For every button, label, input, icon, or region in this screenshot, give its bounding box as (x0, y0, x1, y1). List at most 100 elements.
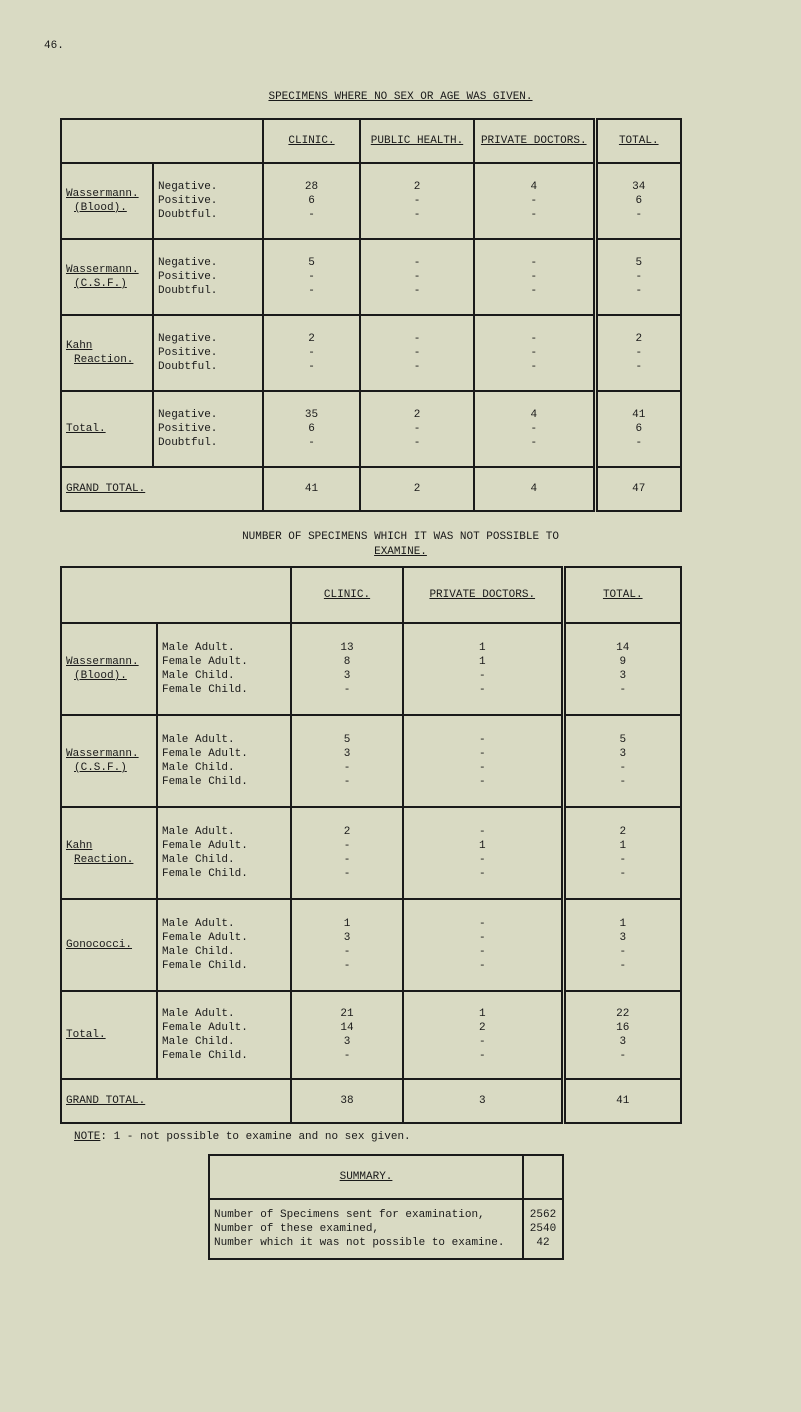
value-cell: 14 9 3 - (560, 622, 682, 716)
value: 2 (343, 826, 351, 838)
column-header: PRIVATE DOCTORS. (429, 589, 536, 601)
value: 41 (632, 409, 646, 421)
row-label: Male Child. (162, 946, 235, 958)
grand-total-label: GRAND TOTAL. (66, 1095, 146, 1107)
value-cell: 5 - - (262, 238, 361, 316)
summary-label: Number which it was not possible to exam… (214, 1237, 505, 1249)
row-label: Male Adult. (162, 826, 235, 838)
value: - (478, 748, 486, 760)
value: 4 (530, 181, 538, 193)
row-label: Positive. (158, 347, 218, 359)
summary-label: Number of these examined, (214, 1223, 380, 1235)
group-name-cell: Wassermann. (C.S.F.) (60, 238, 154, 316)
value: - (413, 195, 421, 207)
value-cell: 34 6 - (592, 162, 682, 240)
value: - (308, 209, 315, 221)
group-row: Total. Male Adult. Female Adult. Male Child… (60, 990, 682, 1080)
row-label: Male Child. (162, 854, 235, 866)
group-subname: Reaction. (74, 354, 134, 366)
column-header-cell: PUBLIC HEALTH. (359, 118, 475, 164)
value: 2 (308, 333, 315, 345)
column-header: PRIVATE DOCTORS. (480, 135, 587, 147)
value: - (619, 854, 627, 866)
value-cell: 5 - - (592, 238, 682, 316)
value: 1 (478, 642, 486, 654)
row-label: Negative. (158, 409, 218, 421)
grand-total-value: 41 (560, 1078, 682, 1124)
column-header: TOTAL. (618, 135, 659, 147)
value: - (530, 271, 538, 283)
value-cell: 2 - - (592, 314, 682, 392)
value-cell: 1 2 - - (402, 990, 564, 1080)
row-label: Female Child. (162, 776, 248, 788)
group-row: Wassermann. (C.S.F.) Negative. Positive. Dou… (60, 238, 682, 316)
group-name: Gonococci. (66, 939, 133, 951)
value: 5 (635, 257, 643, 269)
value: - (635, 361, 643, 373)
column-header-cell: PRIVATE DOCTORS. (402, 566, 564, 624)
table2-note: NOTE: 1 - not possible to examine and no… (74, 1130, 411, 1144)
value: 14 (616, 642, 630, 654)
row-label: Negative. (158, 181, 218, 193)
group-row: Kahn Reaction. Male Adult. Female Adult. Mal… (60, 806, 682, 900)
row-label: Female Adult. (162, 748, 248, 760)
value: 35 (304, 409, 319, 421)
group-name: Wassermann. (66, 188, 139, 200)
value-cell: 28 6 - (262, 162, 361, 240)
value: 1 (478, 656, 486, 668)
value: 6 (308, 423, 315, 435)
group-name: Wassermann. (66, 656, 139, 668)
value: - (530, 437, 538, 449)
value: 6 (308, 195, 315, 207)
group-name-cell: Wassermann. (C.S.F.) (60, 714, 158, 808)
group-name: Total. (66, 1029, 106, 1041)
value-cell: 2 - - (359, 390, 475, 468)
row-label-cell: Male Adult. Female Adult. Male Child. Femal… (156, 622, 292, 716)
value: - (478, 684, 486, 696)
value: - (635, 209, 643, 221)
column-header: CLINIC. (288, 135, 335, 147)
group-name: Wassermann. (66, 748, 139, 760)
grand-total-value: 38 (290, 1078, 404, 1124)
row-label: Negative. (158, 333, 218, 345)
value: - (530, 257, 538, 269)
value: - (413, 437, 421, 449)
value: 3 (619, 1036, 627, 1048)
row-label: Male Child. (162, 670, 235, 682)
value: - (478, 776, 486, 788)
column-header-cell: TOTAL. (592, 118, 682, 164)
value: - (343, 854, 351, 866)
value: - (343, 1050, 351, 1062)
value: 28 (304, 181, 319, 193)
page-number: 46. (44, 40, 64, 52)
value: - (308, 347, 315, 359)
header-row: CLINIC. PRIVATE DOCTORS. TOTAL. (60, 566, 682, 624)
row-label-cell: Male Adult. Female Adult. Male Child. Femal… (156, 990, 292, 1080)
value-cell: - - - - (402, 898, 564, 992)
value: - (478, 1036, 486, 1048)
value-cell: 4 - - (473, 162, 596, 240)
row-label: Male Child. (162, 1036, 235, 1048)
header-blank-cell (60, 118, 264, 164)
value: - (413, 271, 421, 283)
group-name: Kahn (66, 840, 93, 852)
group-name: Kahn (66, 340, 93, 352)
column-header: PUBLIC HEALTH. (370, 135, 464, 147)
group-name: Total. (66, 423, 106, 435)
group-row: Total. Negative. Positive. Doubtful. 35 6 - 2 - -… (60, 390, 682, 468)
row-label: Male Adult. (162, 734, 235, 746)
value: - (478, 960, 486, 972)
group-row: Gonococci. Male Adult. Female Adult. Male C… (60, 898, 682, 992)
grand-total-value: 47 (592, 466, 682, 512)
value: - (308, 361, 315, 373)
column-header-cell: CLINIC. (290, 566, 404, 624)
value: - (478, 946, 486, 958)
value: - (478, 734, 486, 746)
value: - (343, 946, 351, 958)
group-subname: Reaction. (74, 854, 134, 866)
row-label: Female Child. (162, 960, 248, 972)
group-subname: (C.S.F.) (74, 278, 127, 290)
row-label: Female Adult. (162, 840, 248, 852)
grand-total-value: 2 (359, 466, 475, 512)
value-cell: - - - - (402, 714, 564, 808)
